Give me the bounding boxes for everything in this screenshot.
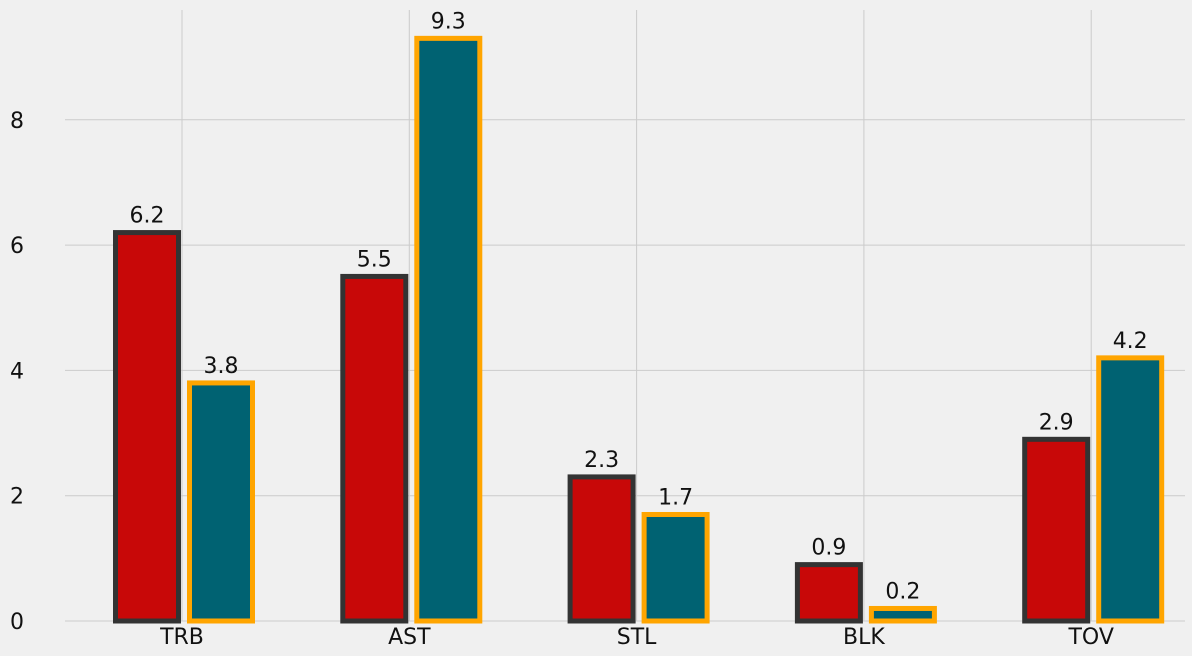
- data-label: 5.5: [357, 247, 392, 272]
- bar-0-stl: [567, 474, 636, 624]
- data-label: 0.9: [811, 536, 846, 561]
- bar-1-stl: [641, 511, 710, 624]
- bar-0-blk: [794, 562, 863, 624]
- data-label: 1.7: [658, 485, 693, 510]
- bar-1-trb: [187, 380, 255, 624]
- y-tick-label: 4: [10, 359, 24, 384]
- y-tick-label: 8: [10, 109, 24, 134]
- y-tick-label: 6: [10, 234, 24, 259]
- y-tick-label: 0: [10, 610, 24, 635]
- bar-1-tov: [1096, 355, 1165, 624]
- x-tick-label: AST: [388, 625, 431, 650]
- data-label: 4.2: [1113, 329, 1148, 354]
- data-label: 6.2: [130, 204, 165, 229]
- data-label: 2.9: [1039, 410, 1074, 435]
- bar-1-blk: [868, 605, 937, 624]
- x-tick-label: BLK: [843, 625, 885, 650]
- x-tick-label: STL: [617, 625, 657, 650]
- bar-0-trb: [113, 230, 181, 624]
- y-tick-label: 2: [10, 485, 24, 510]
- data-label: 0.2: [885, 579, 920, 604]
- data-label: 3.8: [204, 354, 239, 379]
- bar-1-ast: [414, 35, 483, 624]
- x-tick-label: TOV: [1067, 625, 1113, 650]
- data-label: 9.3: [431, 9, 466, 34]
- bar-0-tov: [1022, 436, 1091, 624]
- x-tick-label: TRB: [159, 625, 204, 650]
- data-label: 2.3: [584, 448, 619, 473]
- bar-0-ast: [340, 273, 409, 624]
